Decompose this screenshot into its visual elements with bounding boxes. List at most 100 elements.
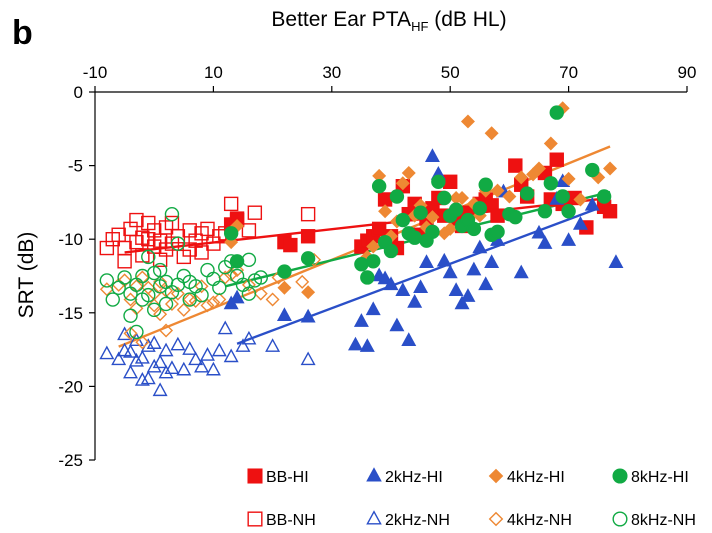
legend-symbol [613, 469, 627, 483]
data-point [426, 225, 439, 238]
data-point [266, 340, 279, 352]
data-point [509, 159, 522, 172]
data-point [408, 231, 421, 244]
data-point [142, 372, 155, 384]
series-2khz-nh [101, 322, 315, 395]
data-point [219, 322, 232, 334]
data-point [355, 258, 368, 271]
data-point [491, 225, 504, 238]
data-point [296, 276, 308, 288]
data-point [444, 175, 457, 188]
y-tick-label: -10 [58, 230, 83, 249]
data-point [479, 178, 492, 191]
legend-label: 2kHz-NH [385, 512, 450, 529]
data-point [450, 203, 463, 216]
data-point [468, 263, 481, 275]
data-point [408, 295, 421, 307]
data-point [183, 343, 196, 355]
data-point [225, 197, 238, 210]
data-point [379, 205, 391, 217]
data-point [396, 214, 409, 227]
data-point [302, 208, 315, 221]
data-point [213, 281, 226, 294]
data-point [432, 175, 445, 188]
data-point [444, 266, 457, 278]
legend-symbol [367, 469, 380, 481]
legend-label: 4kHz-HI [507, 469, 565, 486]
data-point [545, 138, 557, 150]
legend-label: BB-NH [266, 512, 316, 529]
legend-symbol [490, 470, 503, 483]
data-point [604, 163, 616, 175]
y-tick-label: -5 [68, 157, 83, 176]
legend-symbol [248, 512, 262, 526]
y-axis-title: SRT (dB) [15, 232, 38, 319]
data-point [462, 290, 475, 302]
data-point [178, 363, 191, 375]
data-point [361, 271, 374, 284]
x-tick-label: 50 [441, 63, 460, 82]
legend-item-8khz-nh: 8kHz-NH [613, 512, 696, 529]
data-point [538, 205, 551, 218]
data-point [278, 265, 291, 278]
data-point [242, 224, 255, 237]
legend-item-bb-nh: BB-NH [248, 512, 316, 529]
data-point [201, 264, 214, 277]
data-point [172, 338, 185, 350]
data-point [550, 153, 563, 166]
data-point [195, 289, 208, 302]
x-axis-title-subscript: HF [411, 19, 428, 34]
data-point [124, 366, 137, 378]
data-point [367, 303, 380, 315]
legend-item-2khz-nh: 2kHz-NH [367, 512, 450, 529]
data-point [414, 281, 427, 293]
data-point [267, 294, 279, 306]
data-point [515, 266, 528, 278]
data-point [118, 271, 131, 284]
data-point [438, 191, 451, 204]
x-tick-label: 30 [322, 63, 341, 82]
data-point [302, 286, 314, 298]
data-point [521, 187, 534, 200]
data-point [302, 230, 315, 243]
data-point [414, 206, 427, 219]
panel-label: b [12, 14, 33, 52]
data-point [100, 274, 113, 287]
legend-item-4khz-nh: 4kHz-NH [490, 512, 572, 529]
data-point [130, 325, 143, 338]
legend-item-2khz-hi: 2kHz-HI [367, 469, 442, 486]
legend-symbol [613, 512, 627, 526]
x-tick-label: 70 [559, 63, 578, 82]
data-point [284, 239, 297, 252]
legend-item-bb-hi: BB-HI [248, 469, 308, 486]
data-point [426, 150, 439, 162]
data-point [491, 209, 504, 222]
data-point [450, 284, 463, 296]
data-point [355, 315, 368, 327]
x-tick-label: -10 [83, 63, 108, 82]
data-point [361, 340, 374, 352]
legend-label: 8kHz-NH [631, 512, 696, 529]
data-point [201, 348, 214, 360]
legend-item-4khz-hi: 4kHz-HI [490, 469, 565, 486]
legend-label: 4kHz-NH [507, 512, 572, 529]
data-point [373, 180, 386, 193]
data-point [195, 246, 208, 259]
data-point [391, 319, 404, 331]
data-point [598, 190, 611, 203]
data-point [485, 256, 498, 268]
data-point [231, 255, 244, 268]
x-tick-label: 10 [204, 63, 223, 82]
data-point [544, 177, 557, 190]
data-point [248, 206, 261, 219]
data-point [278, 309, 291, 321]
data-point [385, 244, 398, 257]
legend-symbol [248, 469, 262, 483]
data-point [604, 205, 617, 218]
data-point [225, 227, 238, 240]
data-point [562, 205, 575, 218]
data-point [509, 211, 522, 224]
y-tick-label: -20 [58, 377, 83, 396]
legend-symbol [490, 513, 503, 526]
data-point [397, 284, 410, 296]
